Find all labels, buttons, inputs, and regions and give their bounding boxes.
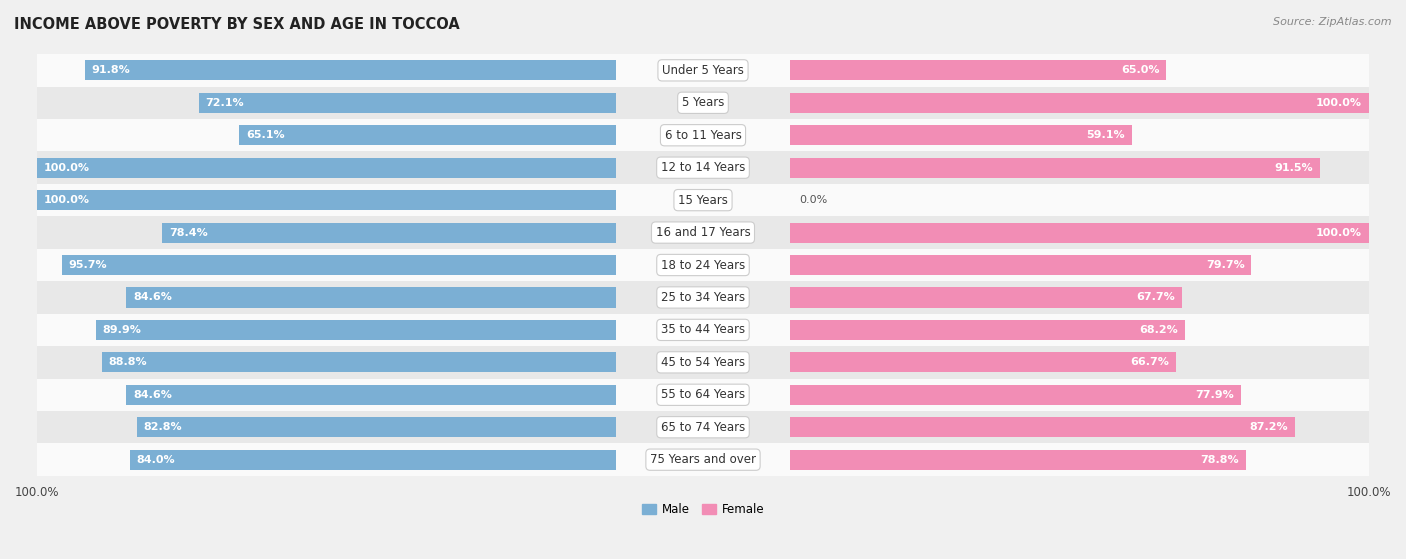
Text: 16 and 17 Years: 16 and 17 Years [655, 226, 751, 239]
Text: 12 to 14 Years: 12 to 14 Years [661, 161, 745, 174]
Bar [790, 255, 1251, 275]
Text: 77.9%: 77.9% [1195, 390, 1234, 400]
Bar [790, 125, 1132, 145]
Bar [37, 378, 1369, 411]
Bar [37, 443, 1369, 476]
Text: 84.0%: 84.0% [136, 454, 176, 465]
Bar [136, 417, 616, 437]
Text: 100.0%: 100.0% [1316, 228, 1362, 238]
Text: 91.5%: 91.5% [1274, 163, 1313, 173]
Text: 65.0%: 65.0% [1121, 65, 1160, 75]
Text: 100.0%: 100.0% [44, 195, 90, 205]
Bar [790, 352, 1175, 372]
Text: 65.1%: 65.1% [246, 130, 284, 140]
Text: Under 5 Years: Under 5 Years [662, 64, 744, 77]
Text: 68.2%: 68.2% [1139, 325, 1178, 335]
Bar [239, 125, 616, 145]
Text: 75 Years and over: 75 Years and over [650, 453, 756, 466]
Text: 15 Years: 15 Years [678, 193, 728, 207]
Text: 79.7%: 79.7% [1206, 260, 1244, 270]
Text: Source: ZipAtlas.com: Source: ZipAtlas.com [1274, 17, 1392, 27]
Text: 89.9%: 89.9% [103, 325, 141, 335]
Text: 5 Years: 5 Years [682, 96, 724, 110]
Bar [84, 60, 616, 80]
Text: 59.1%: 59.1% [1087, 130, 1125, 140]
Text: 82.8%: 82.8% [143, 422, 183, 432]
Text: 25 to 34 Years: 25 to 34 Years [661, 291, 745, 304]
Bar [790, 320, 1185, 340]
Text: 78.8%: 78.8% [1201, 454, 1239, 465]
Text: 88.8%: 88.8% [108, 357, 148, 367]
Bar [37, 346, 1369, 378]
Text: 91.8%: 91.8% [91, 65, 131, 75]
Text: 55 to 64 Years: 55 to 64 Years [661, 389, 745, 401]
Bar [129, 449, 616, 470]
Bar [198, 93, 616, 113]
Bar [790, 158, 1319, 178]
Bar [790, 287, 1181, 307]
Text: 78.4%: 78.4% [169, 228, 208, 238]
Text: 6 to 11 Years: 6 to 11 Years [665, 129, 741, 142]
Text: 45 to 54 Years: 45 to 54 Years [661, 356, 745, 369]
Bar [37, 151, 1369, 184]
Bar [37, 281, 1369, 314]
Bar [37, 314, 1369, 346]
Text: 66.7%: 66.7% [1130, 357, 1170, 367]
Bar [790, 417, 1295, 437]
Bar [37, 249, 1369, 281]
Text: 84.6%: 84.6% [134, 390, 172, 400]
Legend: Male, Female: Male, Female [637, 498, 769, 520]
Bar [790, 385, 1240, 405]
Bar [37, 158, 616, 178]
Text: 100.0%: 100.0% [44, 163, 90, 173]
Text: 84.6%: 84.6% [134, 292, 172, 302]
Bar [37, 119, 1369, 151]
Bar [37, 87, 1369, 119]
Bar [103, 352, 616, 372]
Text: 95.7%: 95.7% [69, 260, 107, 270]
Text: 18 to 24 Years: 18 to 24 Years [661, 258, 745, 272]
Bar [62, 255, 616, 275]
Text: 65 to 74 Years: 65 to 74 Years [661, 421, 745, 434]
Bar [790, 449, 1246, 470]
Text: 87.2%: 87.2% [1250, 422, 1288, 432]
Text: 72.1%: 72.1% [205, 98, 245, 108]
Text: INCOME ABOVE POVERTY BY SEX AND AGE IN TOCCOA: INCOME ABOVE POVERTY BY SEX AND AGE IN T… [14, 17, 460, 32]
Bar [37, 184, 1369, 216]
Bar [790, 60, 1166, 80]
Bar [37, 411, 1369, 443]
Bar [37, 216, 1369, 249]
Bar [37, 190, 616, 210]
Text: 35 to 44 Years: 35 to 44 Years [661, 324, 745, 337]
Text: 0.0%: 0.0% [800, 195, 828, 205]
Bar [127, 385, 616, 405]
Text: 100.0%: 100.0% [1316, 98, 1362, 108]
Bar [96, 320, 616, 340]
Bar [127, 287, 616, 307]
Bar [162, 222, 616, 243]
Bar [790, 93, 1369, 113]
Text: 67.7%: 67.7% [1136, 292, 1175, 302]
Bar [790, 222, 1369, 243]
Bar [37, 54, 1369, 87]
